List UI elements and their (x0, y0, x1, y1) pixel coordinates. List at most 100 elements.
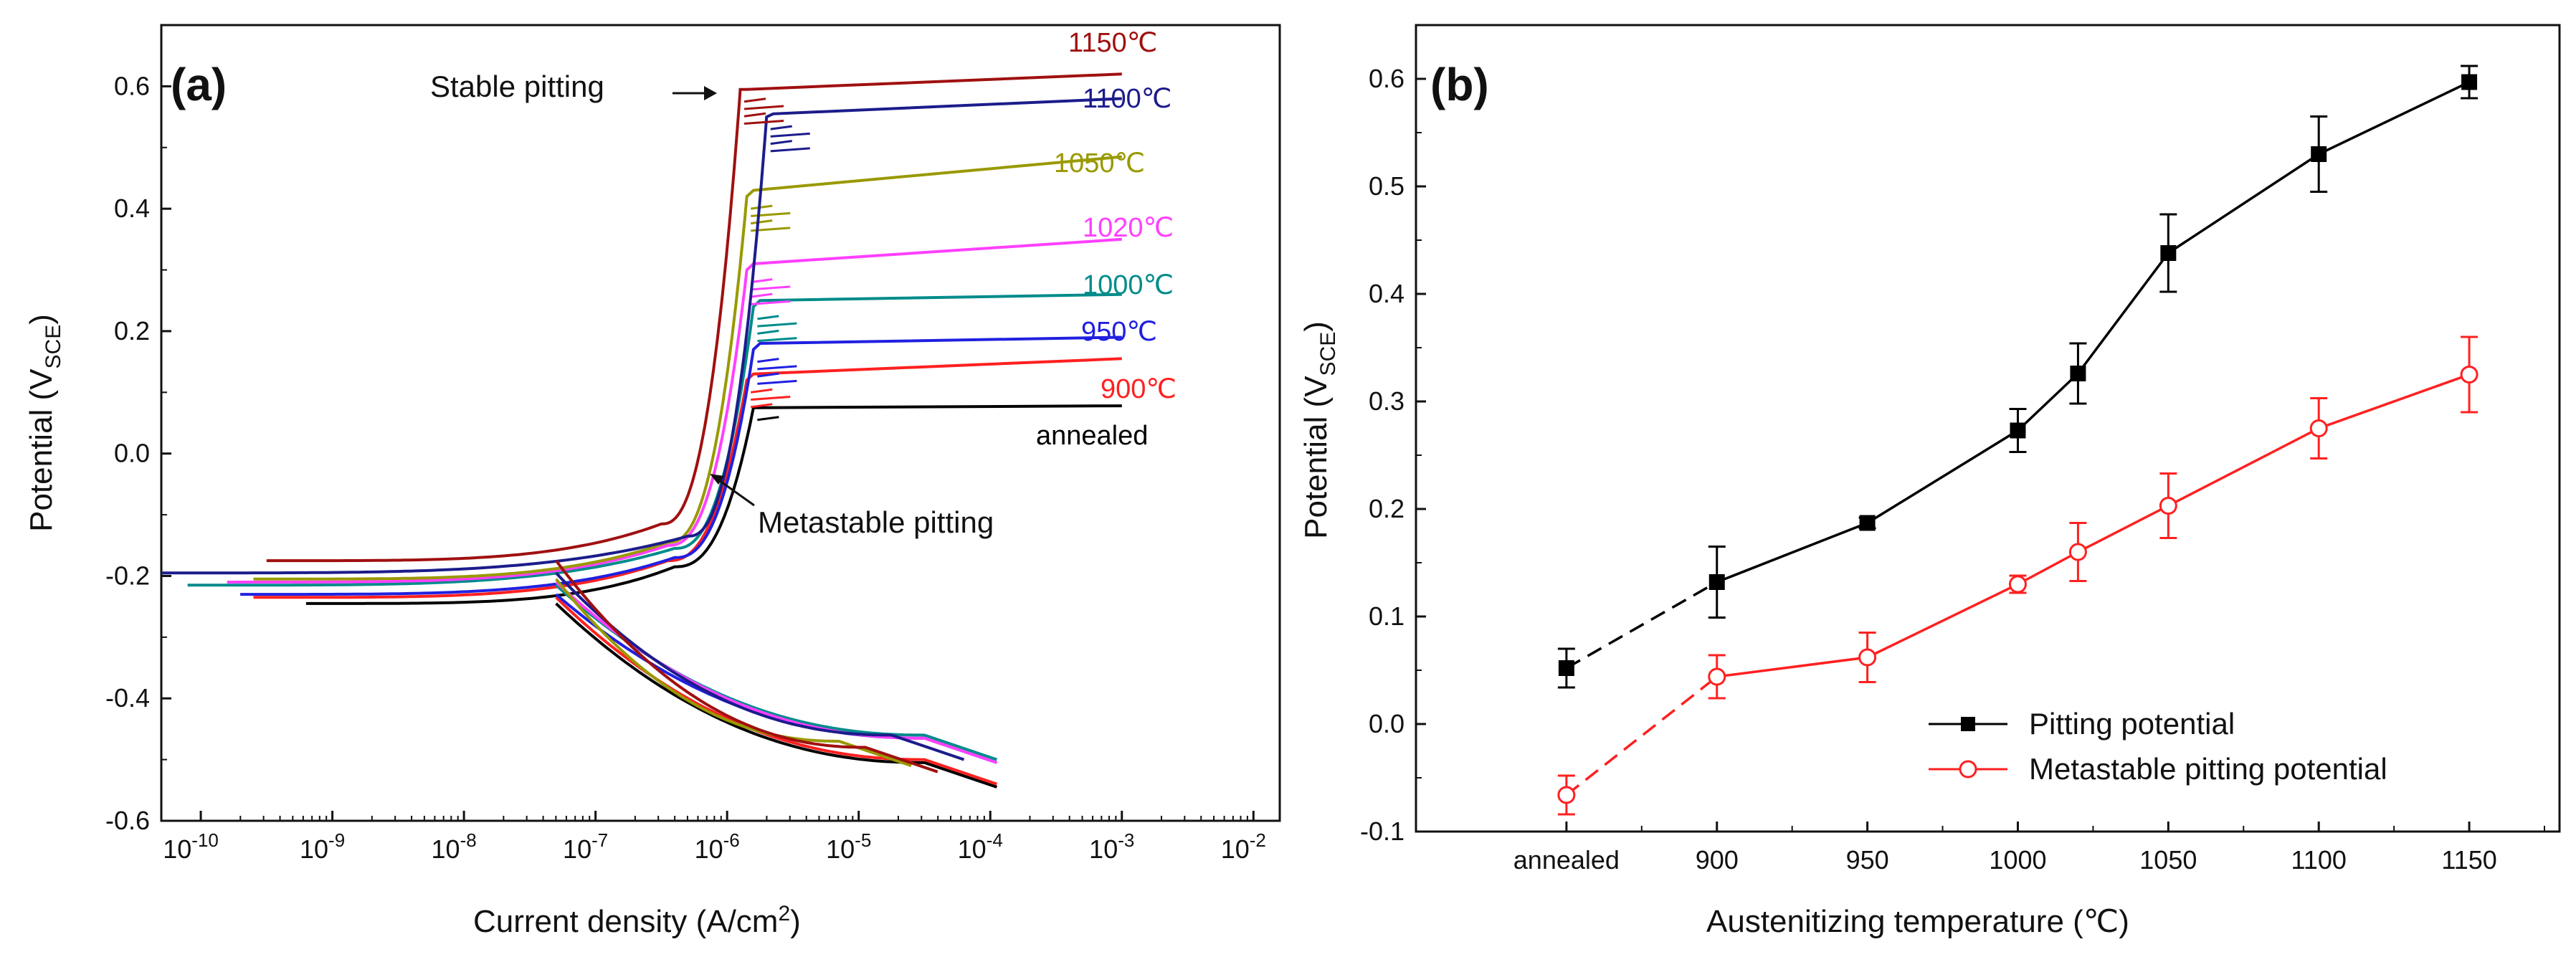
data-point (2159, 497, 2177, 515)
panel-a-x-tick-label: 10-2 (1221, 829, 1266, 864)
metastable-spike (757, 358, 779, 363)
panel-b-y-tick-label: 0.3 (1369, 386, 1405, 416)
panel-a-y-ticks: -0.6 -0.4 -0.2 0.0 0.2 0.4 0.6 (105, 71, 171, 835)
metastable-spike (757, 322, 797, 328)
metastable-spike (743, 105, 784, 110)
panel-b-x-tick-label: annealed (1513, 845, 1620, 875)
metastable-spike (751, 300, 791, 305)
metastable-pitting-arrowhead (710, 474, 724, 485)
curve-label-950: 950℃ (1081, 317, 1157, 347)
data-point (2460, 366, 2478, 384)
metastable-pitting-arrow (716, 477, 755, 507)
data-point (2461, 74, 2478, 90)
series-line-0 (1716, 80, 2470, 584)
panel-b-y-tick-label: 0.6 (1369, 64, 1405, 93)
data-point (2008, 575, 2027, 594)
panel-b-series (1557, 65, 2478, 816)
data-point (1557, 786, 1576, 804)
panel-a-y-title: Potential (VSCE) (24, 314, 65, 532)
metastable-spike (770, 140, 792, 146)
series-dashed-segment (1565, 675, 1718, 796)
panel-a-x-ticks: 10-10 10-9 10-8 10-7 10-6 10-5 10-4 10-3 10-2 (163, 811, 1266, 864)
curve-label-1100: 1100℃ (1083, 84, 1171, 114)
legend-pitting-marker (1961, 717, 1975, 731)
series-dashed-segment (1565, 581, 1718, 670)
curve-anodic-950 (240, 335, 1122, 596)
metastable-spike (743, 119, 784, 125)
panel-b-y-title: Potential (VSCE) (1298, 321, 1340, 539)
panel-a-x-tick-label: 10-5 (826, 829, 871, 864)
legend-metastable-marker (1959, 760, 1977, 779)
data-point (1858, 648, 1877, 667)
metastable-pitting-annotation: Metastable pitting (758, 505, 994, 539)
series-line-1 (1716, 373, 2470, 678)
curve-label-1020: 1020℃ (1083, 213, 1174, 243)
curve-cathodic-900 (555, 596, 998, 786)
data-point (2309, 419, 2328, 437)
metastable-spike (757, 365, 797, 371)
data-point (2070, 366, 2086, 381)
panel-b-y-tick-label: 0.0 (1369, 709, 1405, 738)
metastable-spike (751, 396, 791, 401)
data-point (2068, 543, 2087, 561)
panel-a-y-tick-label: -0.6 (105, 806, 150, 835)
metastable-spike (757, 337, 797, 343)
panel-b: (b) -0.1 0.0 0.1 0.2 0.3 0.4 0.5 0.6 annealed 90… (1298, 24, 2561, 939)
panel-b-x-tick-label: 1050 (2139, 845, 2197, 875)
panel-a-x-tick-label: 10-7 (563, 829, 608, 864)
panel-b-x-ticks: annealed 900 950 1000 1050 1100 1150 (1513, 822, 2546, 875)
panel-a-x-axis-title: Current density (A/cm2) (473, 902, 801, 939)
panel-a-y-tick-label: 0.6 (114, 71, 150, 100)
metastable-spike (757, 379, 797, 385)
panel-b-x-tick-label: 950 (1846, 845, 1889, 875)
panel-a-x-tick-label: 10-9 (300, 829, 345, 864)
panel-a-x-tick-label: 10-6 (695, 829, 740, 864)
panel-a-label: (a) (171, 59, 227, 110)
curve-anodic-annealed (305, 404, 1122, 605)
curve-label-900: 900℃ (1101, 374, 1177, 404)
metastable-spike (757, 416, 779, 422)
panel-b-x-tick-label: 900 (1696, 845, 1739, 875)
panel-b-y-tick-label: 0.4 (1369, 279, 1405, 308)
curve-label-1000: 1000℃ (1083, 270, 1174, 300)
curve-label-annealed: annealed (1036, 421, 1148, 451)
panel-a-curves (161, 72, 1122, 789)
panel-a: (a) -0.6-0.4-0.20.00.20.40.6 10-10 10-9 10… (24, 24, 1281, 939)
metastable-spike (751, 204, 773, 210)
stable-pitting-arrowhead (704, 86, 717, 100)
panel-a-y-tick-label: 0.4 (114, 194, 150, 223)
metastable-spike (751, 211, 791, 217)
curve-cathodic-1050 (555, 578, 912, 768)
data-point (2160, 245, 2177, 261)
data-point (1708, 667, 1726, 686)
curve-anodic-1100 (161, 97, 1122, 575)
curve-cathodic-annealed (555, 602, 998, 789)
panel-b-label: (b) (1430, 59, 1489, 110)
metastable-spike (743, 97, 766, 103)
data-point (2010, 422, 2026, 439)
metastable-spike (743, 112, 766, 118)
curve-cathodic-1150 (555, 559, 938, 773)
panel-a-y-tick-label: -0.4 (105, 683, 150, 713)
panel-b-y-ticks: -0.1 0.0 0.1 0.2 0.3 0.4 0.5 0.6 (1360, 24, 1426, 846)
panel-a-x-tick-label: 10-10 (163, 829, 219, 864)
panel-b-y-axis-title: Potential (VSCE) (1298, 321, 1340, 539)
data-point (2311, 146, 2327, 162)
metastable-spike (751, 285, 791, 291)
metastable-spike (751, 403, 773, 409)
metastable-spike (751, 278, 773, 284)
panel-a-x-title: Current density (A/cm2) (473, 902, 801, 939)
metastable-spike (770, 125, 792, 130)
panel-b-frame (1415, 24, 2561, 833)
data-point (1708, 574, 1725, 590)
metastable-spike (757, 372, 779, 378)
curve-anodic-1020 (227, 237, 1122, 584)
panel-a-x-tick-label: 10-8 (432, 829, 477, 864)
panel-a-y-tick-label: -0.2 (105, 561, 150, 590)
panel-a-curve-labels: annealed 900℃ 950℃ 1000℃ 1020℃ 1050℃ 1100℃ 1150… (1036, 28, 1177, 451)
curve-label-1050: 1050℃ (1054, 148, 1145, 178)
curve-anodic-1150 (266, 72, 1122, 563)
panel-b-x-title: Austenitizing temperature (℃) (1706, 904, 2129, 939)
metastable-spike (757, 315, 779, 320)
